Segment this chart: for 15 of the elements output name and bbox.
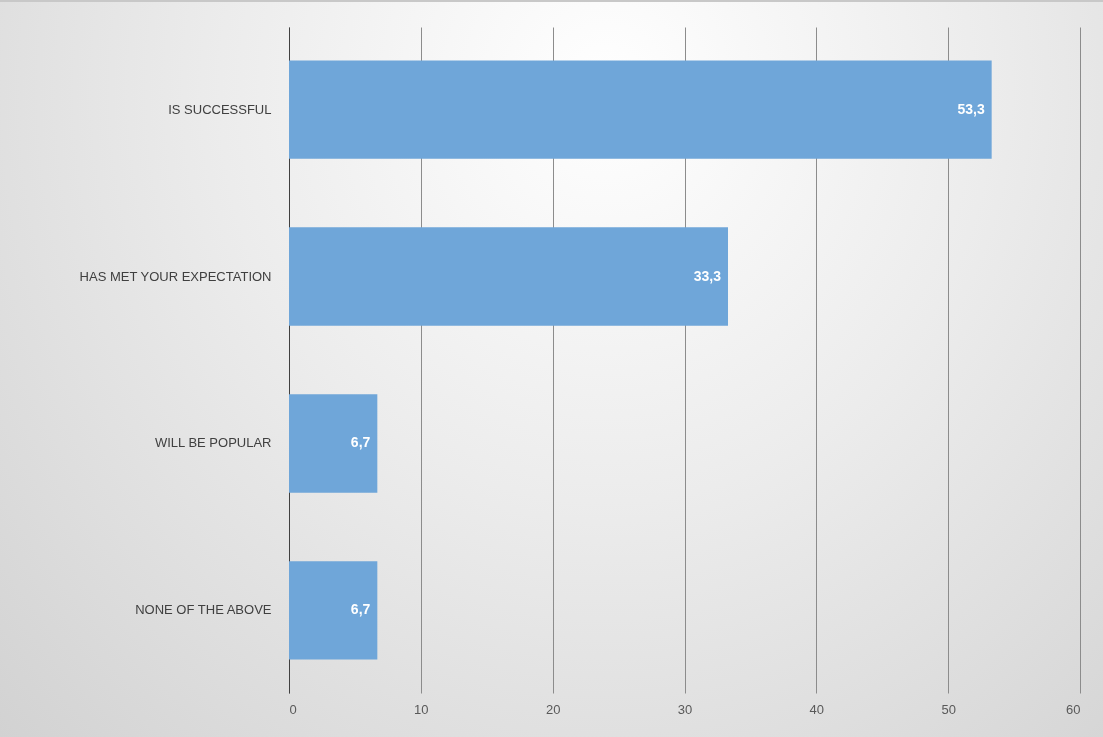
y-tick-label: WILL BE POPULAR	[154, 435, 272, 451]
x-tick-label: 40	[809, 701, 825, 717]
x-tick-label: 50	[941, 701, 956, 717]
data-label: 6,7	[350, 434, 371, 451]
x-tick-label: 10	[414, 701, 429, 717]
x-tick-label: 60	[1066, 701, 1081, 717]
x-tick-label: 30	[677, 701, 693, 717]
data-label: 53,3	[957, 100, 985, 117]
data-label: 6,7	[350, 601, 371, 618]
data-label: 33,3	[693, 267, 722, 284]
y-tick-label: HAS MET YOUR EXPECTATION	[79, 268, 272, 284]
x-tick-label: 0	[289, 701, 297, 717]
y-tick-label: NONE OF THE ABOVE	[135, 602, 272, 618]
x-tick-label: 20	[545, 701, 561, 717]
y-tick-label: IS SUCCESSFUL	[168, 101, 272, 117]
